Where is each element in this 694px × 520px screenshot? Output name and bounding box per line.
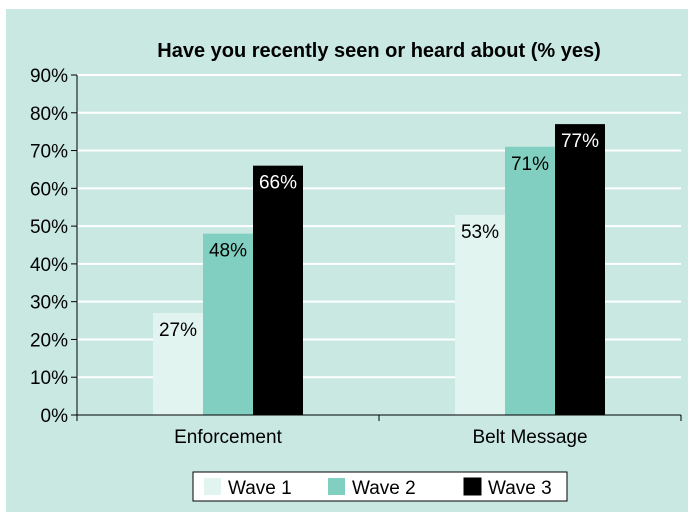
legend-label: Wave 3	[488, 478, 552, 499]
axes: 0% 10% 20% 30% 40% 50% 60% 70% 80% 90% Enforcement…	[30, 66, 682, 448]
y-tick-label: 80%	[30, 104, 68, 125]
bar-value-label: 77%	[561, 131, 599, 152]
bar-wave-2	[203, 233, 253, 415]
bar-value-label: 53%	[461, 222, 499, 243]
bar-wave-3	[555, 124, 605, 415]
bar-wave-1	[455, 214, 505, 415]
y-tick-label: 20%	[30, 330, 68, 351]
bar-value-label: 66%	[259, 173, 297, 194]
y-tick-label: 90%	[30, 66, 68, 87]
x-tick-label: Enforcement	[174, 427, 282, 448]
legend: Wave 1 Wave 2 Wave 3	[192, 471, 568, 502]
legend-swatch	[204, 478, 221, 495]
x-tick-label: Belt Message	[472, 427, 587, 448]
y-tick-label: 50%	[30, 217, 68, 238]
bar-wave-2	[505, 146, 555, 415]
legend-swatch	[328, 478, 345, 495]
y-tick-label: 40%	[30, 255, 68, 276]
legend-box	[192, 471, 568, 502]
legend-swatch	[463, 477, 482, 496]
bar-value-label: 71%	[511, 154, 549, 175]
bar-wave-3	[253, 165, 303, 415]
y-tick-label: 70%	[30, 142, 68, 163]
chart-title: Have you recently seen or heard about (%…	[157, 40, 601, 62]
legend-label: Wave 1	[228, 478, 292, 499]
bar-wave-1	[153, 313, 203, 415]
bars: 27% 48% 66% 53% 71% 77%	[153, 124, 605, 415]
y-tick-label: 0%	[41, 406, 69, 427]
y-tick-label: 60%	[30, 179, 68, 200]
bar-value-label: 48%	[209, 241, 247, 262]
bar-value-label: 27%	[159, 320, 197, 341]
y-tick-label: 30%	[30, 293, 68, 314]
y-tick-label: 10%	[30, 368, 68, 389]
legend-label: Wave 2	[352, 478, 416, 499]
